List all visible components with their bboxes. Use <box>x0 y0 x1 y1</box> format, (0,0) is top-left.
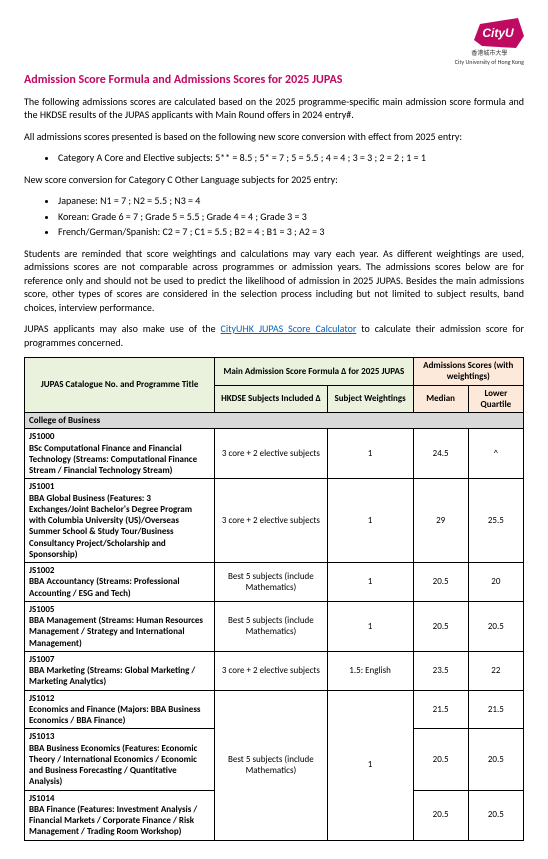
median-cell: 20.5 <box>413 790 468 840</box>
weighting-cell: 1 <box>327 563 413 602</box>
header-programme: JUPAS Catalogue No. and Programme Title <box>25 358 215 413</box>
lq-cell: 21.5 <box>468 690 523 729</box>
weighting-cell: 1 <box>327 479 413 563</box>
cityu-logo-icon: CityU <box>474 18 524 48</box>
header-lower-quartile: Lower Quartile <box>468 385 523 413</box>
scores-table: JUPAS Catalogue No. and Programme Title … <box>24 357 524 841</box>
lq-cell: 20.5 <box>468 790 523 840</box>
calc-text-pre: JUPAS applicants may also make use of th… <box>24 322 221 335</box>
lang-item: Korean: Grade 6 = 7 ; Grade 5 = 5.5 ; Gr… <box>58 210 524 224</box>
intro-paragraph-5: JUPAS applicants may also make use of th… <box>24 322 524 349</box>
programme-cell: JS1007BBA Marketing (Streams: Global Mar… <box>25 651 215 690</box>
median-cell: 21.5 <box>413 690 468 729</box>
weighting-cell: 1 <box>327 690 413 840</box>
lq-cell: 20.5 <box>468 729 523 790</box>
lq-cell: 25.5 <box>468 479 523 563</box>
hkdse-cell: 3 core + 2 elective subjects <box>215 479 327 563</box>
header-median: Median <box>413 385 468 413</box>
header-main-formula: Main Admission Score Formula Δ for 2025 … <box>215 358 413 386</box>
programme-cell: JS1000BSc Computational Finance and Fina… <box>25 429 215 479</box>
table-row: JS1000BSc Computational Finance and Fina… <box>25 429 524 479</box>
lang-item: Japanese: N1 = 7 ; N2 = 5.5 ; N3 = 4 <box>58 194 524 208</box>
intro-paragraph-4: Students are reminded that score weighti… <box>24 247 524 315</box>
conversion-list: Category A Core and Elective subjects: 5… <box>24 151 524 165</box>
page-title: Admission Score Formula and Admissions S… <box>24 73 524 87</box>
table-row: JS1007BBA Marketing (Streams: Global Mar… <box>25 651 524 690</box>
median-cell: 29 <box>413 479 468 563</box>
programme-cell: JS1001BBA Global Business (Features: 3 E… <box>25 479 215 563</box>
intro-paragraph-3: New score conversion for Category C Othe… <box>24 173 524 187</box>
header-hkdse: HKDSE Subjects Included Δ <box>215 385 327 413</box>
intro-paragraph-2: All admissions scores presented is based… <box>24 130 524 144</box>
median-cell: 23.5 <box>413 651 468 690</box>
table-row: JS1005BBA Management (Streams: Human Res… <box>25 601 524 651</box>
median-cell: 20.5 <box>413 729 468 790</box>
hkdse-cell: Best 5 subjects (include Mathematics) <box>215 690 327 840</box>
college-name: College of Business <box>25 413 524 429</box>
hkdse-cell: 3 core + 2 elective subjects <box>215 651 327 690</box>
median-cell: 24.5 <box>413 429 468 479</box>
hkdse-cell: Best 5 subjects (include Mathematics) <box>215 563 327 602</box>
logo-sub-cn: 香港城市大學 <box>455 50 524 57</box>
median-cell: 20.5 <box>413 601 468 651</box>
hkdse-cell: Best 5 subjects (include Mathematics) <box>215 601 327 651</box>
weighting-cell: 1 <box>327 429 413 479</box>
score-calculator-link[interactable]: CityUHK JUPAS Score Calculator <box>221 322 357 335</box>
weighting-cell: 1 <box>327 601 413 651</box>
lang-item: French/German/Spanish: C2 = 7 ; C1 = 5.5… <box>58 225 524 239</box>
college-row: College of Business <box>25 413 524 429</box>
lq-cell: 20 <box>468 563 523 602</box>
language-list: Japanese: N1 = 7 ; N2 = 5.5 ; N3 = 4 Kor… <box>24 194 524 239</box>
table-row: JS1001BBA Global Business (Features: 3 E… <box>25 479 524 563</box>
table-header-row-1: JUPAS Catalogue No. and Programme Title … <box>25 358 524 386</box>
hkdse-cell: 3 core + 2 elective subjects <box>215 429 327 479</box>
table-row: JS1002BBA Accountancy (Streams: Professi… <box>25 563 524 602</box>
programme-cell: JS1013BBA Business Economics (Features: … <box>25 729 215 790</box>
median-cell: 20.5 <box>413 563 468 602</box>
header-weightings: Subject Weightings <box>327 385 413 413</box>
programme-cell: JS1005BBA Management (Streams: Human Res… <box>25 601 215 651</box>
programme-cell: JS1012Economics and Finance (Majors: BBA… <box>25 690 215 729</box>
weighting-cell: 1.5: English <box>327 651 413 690</box>
logo-sub-en: City University of Hong Kong <box>455 59 524 66</box>
lq-cell: 22 <box>468 651 523 690</box>
lq-cell: 20.5 <box>468 601 523 651</box>
programme-cell: JS1014BBA Finance (Features: Investment … <box>25 790 215 840</box>
svg-text:CityU: CityU <box>482 26 514 40</box>
programme-cell: JS1002BBA Accountancy (Streams: Professi… <box>25 563 215 602</box>
intro-paragraph-1: The following admissions scores are calc… <box>24 95 524 122</box>
header-admissions: Admissions Scores (with weightings) <box>413 358 523 386</box>
lq-cell: ^ <box>468 429 523 479</box>
table-row: JS1012Economics and Finance (Majors: BBA… <box>25 690 524 729</box>
logo-block: CityU 香港城市大學 City University of Hong Kon… <box>24 18 524 67</box>
conversion-item: Category A Core and Elective subjects: 5… <box>58 151 524 165</box>
